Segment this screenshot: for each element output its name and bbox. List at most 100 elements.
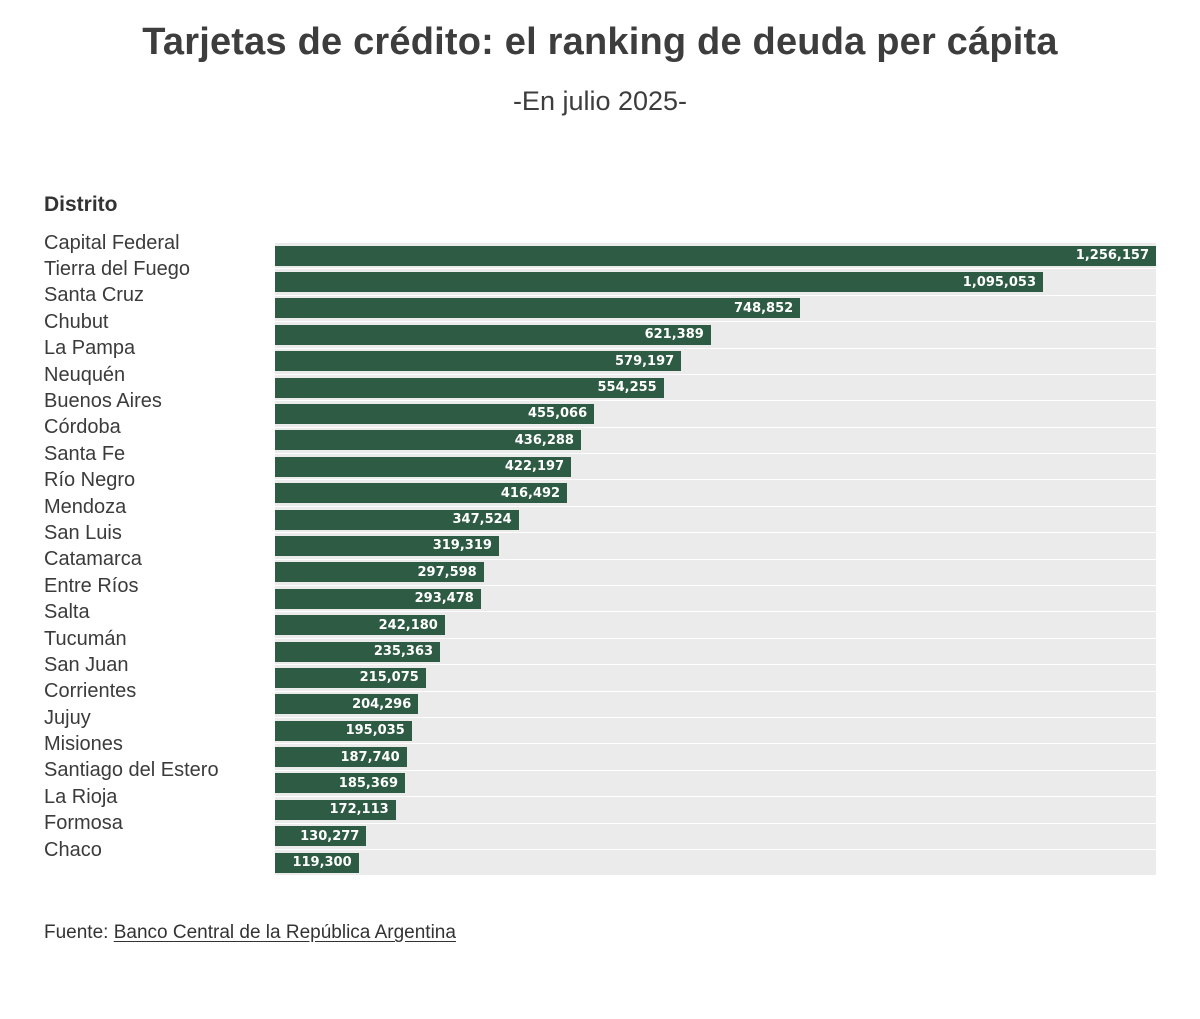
bar-value-label: 621,389 <box>644 327 704 343</box>
bar-value-label: 422,197 <box>504 459 565 475</box>
bar-track: 172,113 <box>275 797 1156 824</box>
district-label: San Juan <box>44 653 129 676</box>
bar-value-label: 455,066 <box>527 406 588 422</box>
district-label: Entre Ríos <box>44 574 139 597</box>
chart-row: Tucumán 235,363 <box>44 628 1156 666</box>
chart-row: La Pampa 579,197 <box>44 337 1156 375</box>
chart-row: Santiago del Estero 185,369 <box>44 759 1156 798</box>
chart-row: Buenos Aires 455,066 <box>44 390 1156 428</box>
chart-row: Neuquén 554,255 <box>44 364 1156 402</box>
bar-value-label: 297,598 <box>417 564 477 580</box>
bar: 621,389 <box>275 324 711 345</box>
bar-chart: Distrito Capital Federal 1,256,157 Tierra … <box>44 192 1156 877</box>
bar-track: 436,288 <box>275 427 1156 455</box>
chart-row: Santa Cruz 748,852 <box>44 284 1156 323</box>
chart-row: Santa Fe 422,197 <box>44 443 1156 481</box>
bar: 1,256,157 <box>275 245 1156 266</box>
bar-track: 293,478 <box>275 586 1156 613</box>
column-header-distrito: Distrito <box>44 192 118 216</box>
bar-value-label: 185,369 <box>338 775 398 791</box>
bar: 297,598 <box>275 562 484 583</box>
bar-track: 579,197 <box>275 348 1156 375</box>
bar-value-label: 293,478 <box>414 591 474 607</box>
chart-row: Salta 242,180 <box>44 601 1156 639</box>
bar-value-label: 554,255 <box>597 380 657 396</box>
chart-row: Río Negro 416,492 <box>44 469 1156 507</box>
bar-track: 235,363 <box>275 638 1156 666</box>
bar: 204,296 <box>275 694 419 715</box>
bar-track: 319,319 <box>275 533 1156 560</box>
bar-value-label: 204,296 <box>352 696 412 712</box>
bar-track: 297,598 <box>275 559 1156 587</box>
district-label: Salta <box>44 601 90 624</box>
district-label: Mendoza <box>44 495 127 518</box>
bar: 215,075 <box>275 667 426 688</box>
bar: 242,180 <box>275 615 445 636</box>
bar: 195,035 <box>275 720 412 741</box>
bar-track: 1,095,053 <box>275 269 1156 296</box>
bar-value-label: 436,288 <box>514 432 574 448</box>
district-label: Neuquén <box>44 363 126 386</box>
chart-row: Tierra del Fuego 1,095,053 <box>44 258 1156 296</box>
bar: 172,113 <box>275 799 396 820</box>
bar: 748,852 <box>275 298 801 319</box>
district-label: Río Negro <box>44 469 136 492</box>
chart-rows: Capital Federal 1,256,157 Tierra del Fuego… <box>44 232 1156 877</box>
chart-row: Catamarca 297,598 <box>44 548 1156 587</box>
district-label: Chaco <box>44 838 102 861</box>
district-label: Tucumán <box>44 627 127 650</box>
district-label: Capital Federal <box>44 231 180 254</box>
district-label: Buenos Aires <box>44 389 162 412</box>
district-label: Santiago del Estero <box>44 759 219 782</box>
bar-value-label: 195,035 <box>345 723 405 739</box>
bar: 455,066 <box>275 403 595 424</box>
chart-title: Tarjetas de crédito: el ranking de deuda… <box>142 21 1058 63</box>
district-label: Córdoba <box>44 416 121 439</box>
chart-row: Chubut 621,389 <box>44 311 1156 349</box>
district-label: Catamarca <box>44 548 142 571</box>
bar-track: 242,180 <box>275 612 1156 639</box>
chart-row: Corrientes 204,296 <box>44 680 1156 718</box>
bar-track: 215,075 <box>275 665 1156 692</box>
district-label: Chubut <box>44 310 109 333</box>
bar: 319,319 <box>275 535 499 556</box>
district-label: San Luis <box>44 521 122 544</box>
bar: 422,197 <box>275 456 572 477</box>
bar-track: 422,197 <box>275 454 1156 481</box>
bar-track: 185,369 <box>275 770 1156 798</box>
bar: 187,740 <box>275 747 407 768</box>
district-label: Misiones <box>44 733 123 756</box>
bar: 235,363 <box>275 641 441 662</box>
district-label: La Rioja <box>44 785 118 808</box>
district-label: La Pampa <box>44 337 136 360</box>
district-label: Tierra del Fuego <box>44 258 190 281</box>
source-note: Fuente: Banco Central de la República Ar… <box>44 922 1156 944</box>
bar-value-label: 347,524 <box>452 512 512 528</box>
source-link[interactable]: Banco Central de la República Argentina <box>113 922 456 944</box>
bar: 119,300 <box>275 852 359 873</box>
bar: 185,369 <box>275 773 405 794</box>
bar: 293,478 <box>275 588 481 609</box>
bar-value-label: 748,852 <box>733 300 794 316</box>
bar-track: 455,066 <box>275 401 1156 428</box>
district-label: Formosa <box>44 812 123 835</box>
bar-value-label: 119,300 <box>292 855 352 871</box>
district-label: Corrientes <box>44 680 137 703</box>
bar-track: 748,852 <box>275 295 1156 323</box>
bar-track: 621,389 <box>275 322 1156 349</box>
bar-value-label: 187,740 <box>340 749 400 765</box>
chart-row: Capital Federal 1,256,157 <box>44 232 1156 270</box>
bar-track: 554,255 <box>275 374 1156 402</box>
bar-value-label: 242,180 <box>378 617 438 633</box>
bar-value-label: 579,197 <box>614 353 675 369</box>
chart-row: San Juan 215,075 <box>44 654 1156 692</box>
bar: 554,255 <box>275 377 664 398</box>
chart-subtitle: -En julio 2025- <box>512 85 688 116</box>
bar: 130,277 <box>275 826 367 847</box>
bar-value-label: 235,363 <box>373 644 434 659</box>
bar-value-label: 319,319 <box>432 538 492 554</box>
source-prefix: Fuente: <box>44 922 114 944</box>
bar-track: 187,740 <box>275 744 1156 771</box>
bar-track: 416,492 <box>275 480 1156 507</box>
